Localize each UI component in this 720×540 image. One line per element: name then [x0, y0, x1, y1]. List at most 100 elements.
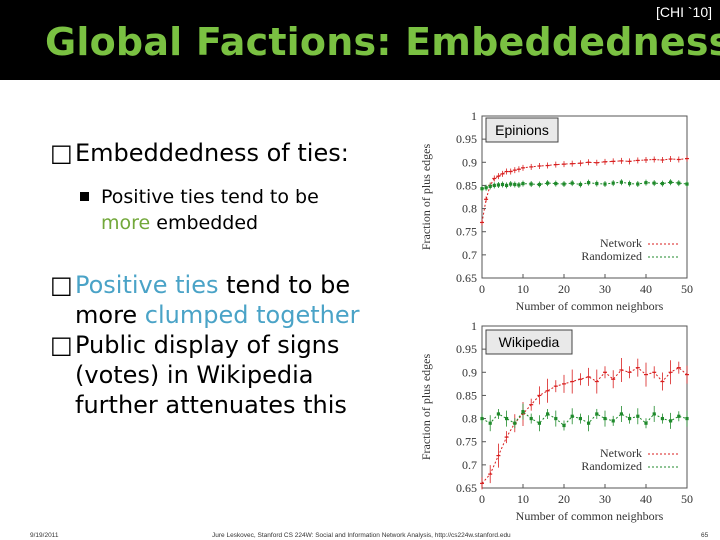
- randomized-point: [636, 182, 640, 186]
- legend-label: Network: [600, 446, 642, 460]
- bullet-text-more: more: [75, 301, 145, 329]
- highlight-clumped: clumped together: [144, 301, 360, 329]
- y-axis-label: Fraction of plus edges: [419, 144, 433, 251]
- x-tick-label: 50: [681, 492, 693, 506]
- randomized-point: [587, 181, 591, 185]
- randomized-point: [603, 416, 607, 421]
- randomized-point: [628, 416, 632, 421]
- randomized-point: [595, 412, 599, 416]
- randomized-point: [619, 180, 623, 184]
- y-tick-label: 0.9: [462, 155, 477, 169]
- y-tick-label: 0.65: [456, 271, 477, 285]
- chart-title-box: [485, 329, 573, 355]
- randomized-point: [603, 182, 607, 186]
- randomized-point: [505, 416, 509, 421]
- randomized-point: [660, 181, 664, 186]
- x-tick-label: 30: [599, 492, 611, 506]
- randomized-point: [529, 416, 533, 421]
- randomized-point: [488, 184, 492, 188]
- randomized-point: [644, 421, 648, 425]
- y-tick-label: 0.95: [456, 342, 477, 356]
- randomized-point: [529, 182, 533, 186]
- randomized-point: [669, 419, 673, 423]
- randomized-point: [517, 183, 521, 187]
- randomized-point: [669, 180, 673, 184]
- y-tick-label: 0.9: [462, 365, 477, 379]
- bullet-line-2: (votes) in Wikipedia: [75, 361, 314, 389]
- x-tick-label: 50: [681, 282, 693, 296]
- randomized-point: [578, 182, 582, 187]
- randomized-point: [611, 181, 615, 185]
- square-bullet-icon: □: [50, 271, 73, 299]
- y-tick-label: 0.65: [456, 481, 477, 495]
- bullet-public-display: □ Public display of signs (votes) in Wik…: [50, 330, 390, 420]
- x-tick-label: 0: [479, 282, 485, 296]
- randomized-point: [660, 416, 664, 421]
- randomized-point: [546, 181, 550, 185]
- bullet-list: □ Embeddedness of ties: Positive ties te…: [50, 138, 390, 420]
- footer-date: 9/19/2011: [30, 532, 59, 539]
- randomized-point: [570, 181, 574, 185]
- highlight-more: more: [101, 212, 151, 234]
- randomized-point: [619, 412, 623, 416]
- randomized-point: [636, 414, 640, 418]
- y-tick-label: 0.75: [456, 225, 477, 239]
- randomized-point: [484, 186, 488, 190]
- bullet-embeddedness: □ Embeddedness of ties:: [50, 138, 390, 168]
- chart-title-box: [485, 117, 559, 143]
- x-tick-label: 0: [479, 492, 485, 506]
- slide-header: [CHI `10] Global Factions: Embeddedness: [0, 0, 720, 80]
- randomized-point: [595, 181, 599, 186]
- randomized-point: [685, 182, 689, 186]
- randomized-point: [492, 183, 496, 188]
- x-axis-label: Number of common neighbors: [516, 299, 664, 313]
- randomized-point: [677, 414, 681, 418]
- randomized-point: [562, 423, 566, 428]
- sub-bullet-text: Positive ties tend to be: [101, 186, 319, 208]
- randomized-point: [562, 182, 566, 186]
- x-axis-label: Number of common neighbors: [516, 509, 664, 523]
- x-tick-label: 30: [599, 282, 611, 296]
- square-bullet-icon: □: [50, 331, 73, 359]
- y-tick-label: 1: [471, 109, 477, 123]
- legend-box: [588, 234, 684, 264]
- randomized-point: [521, 181, 525, 186]
- legend-label: Network: [600, 236, 642, 250]
- randomized-point: [521, 410, 525, 414]
- x-tick-label: 40: [640, 282, 652, 296]
- legend-box: [588, 444, 684, 474]
- randomized-point: [496, 183, 500, 187]
- citation: [CHI `10]: [655, 4, 712, 20]
- y-tick-label: 0.95: [456, 132, 477, 146]
- randomized-point: [554, 416, 558, 421]
- randomized-point: [496, 412, 500, 416]
- randomized-point: [513, 182, 517, 187]
- chart-title: Epinions: [495, 122, 549, 138]
- filled-square-bullet-icon: [80, 192, 89, 201]
- bullet-line-3: further attenuates this: [75, 391, 347, 419]
- x-tick-label: 10: [517, 282, 529, 296]
- slide-title: Global Factions: Embeddedness: [45, 20, 720, 64]
- y-tick-label: 0.8: [462, 412, 477, 426]
- bullet-text: Embeddedness of ties:: [75, 139, 349, 167]
- y-tick-label: 0.85: [456, 178, 477, 192]
- randomized-point: [685, 416, 689, 421]
- randomized-point: [509, 182, 513, 186]
- randomized-point: [652, 412, 656, 416]
- randomized-point: [513, 421, 517, 425]
- bullet-line-1: Public display of signs: [75, 331, 340, 359]
- randomized-point: [546, 412, 550, 416]
- randomized-point: [488, 421, 492, 425]
- highlight-positive-ties: Positive ties: [75, 271, 219, 299]
- y-tick-label: 0.8: [462, 202, 477, 216]
- randomized-point: [500, 182, 505, 187]
- randomized-point: [677, 181, 681, 185]
- randomized-point: [587, 421, 591, 425]
- bullet-text: tend to be: [218, 271, 351, 299]
- x-tick-label: 40: [640, 492, 652, 506]
- randomized-point: [480, 416, 484, 421]
- randomized-point: [628, 181, 632, 186]
- series-line-randomized: [481, 410, 688, 427]
- randomized-point: [644, 181, 648, 185]
